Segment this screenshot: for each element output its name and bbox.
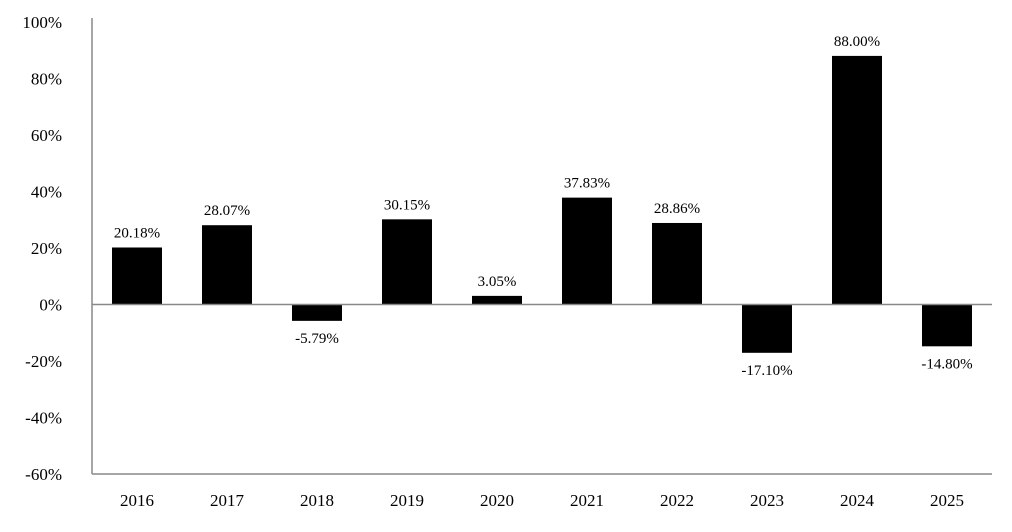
y-tick-label: 40% [31, 183, 62, 202]
data-label-2017: 28.07% [204, 203, 250, 219]
x-tick-label: 2016 [120, 491, 154, 510]
x-tick-label: 2022 [660, 491, 694, 510]
y-tick-label: 100% [22, 13, 62, 32]
data-label-2021: 37.83% [564, 176, 610, 192]
y-axis-ticks: 100% 80% 60% 40% 20% 0% -20% -40% -60% [22, 13, 62, 484]
x-tick-label: 2018 [300, 491, 334, 510]
bar-2023 [742, 304, 792, 353]
x-tick-label: 2020 [480, 491, 514, 510]
y-tick-label: -40% [25, 409, 62, 428]
data-label-2023: -17.10% [741, 363, 792, 379]
x-tick-label: 2023 [750, 491, 784, 510]
bar-2020 [472, 295, 522, 305]
bar-2016 [112, 247, 162, 305]
y-tick-label: 0% [39, 296, 62, 315]
y-tick-label: -20% [25, 352, 62, 371]
data-labels: 20.18% 28.07% -5.79% 30.15% 3.05% 37.83% 28.86… [114, 34, 973, 379]
data-label-2018: -5.79% [295, 331, 339, 347]
x-tick-label: 2025 [930, 491, 964, 510]
bar-2017 [202, 225, 252, 305]
x-tick-label: 2017 [210, 491, 245, 510]
bar-2025 [922, 304, 972, 347]
x-axis-ticks: 2016 2017 2018 2019 2020 2021 2022 2023 2024 2025 [120, 491, 964, 510]
y-tick-label: 80% [31, 70, 62, 89]
x-tick-label: 2024 [840, 491, 875, 510]
axes [91, 18, 992, 475]
bar-2022 [652, 222, 702, 305]
data-label-2016: 20.18% [114, 225, 160, 241]
data-label-2020: 3.05% [478, 274, 517, 290]
x-tick-label: 2021 [570, 491, 604, 510]
bar-2021 [562, 197, 612, 305]
bar-2018 [292, 304, 342, 321]
data-label-2019: 30.15% [384, 197, 430, 213]
data-label-2024: 88.00% [834, 34, 880, 50]
bars [112, 55, 972, 353]
y-tick-label: 20% [31, 239, 62, 258]
bar-2024 [832, 55, 882, 305]
x-tick-label: 2019 [390, 491, 424, 510]
data-label-2025: -14.80% [921, 356, 972, 372]
data-label-2022: 28.86% [654, 201, 700, 217]
y-tick-label: 60% [31, 126, 62, 145]
y-tick-label: -60% [25, 465, 62, 484]
bar-2019 [382, 219, 432, 305]
